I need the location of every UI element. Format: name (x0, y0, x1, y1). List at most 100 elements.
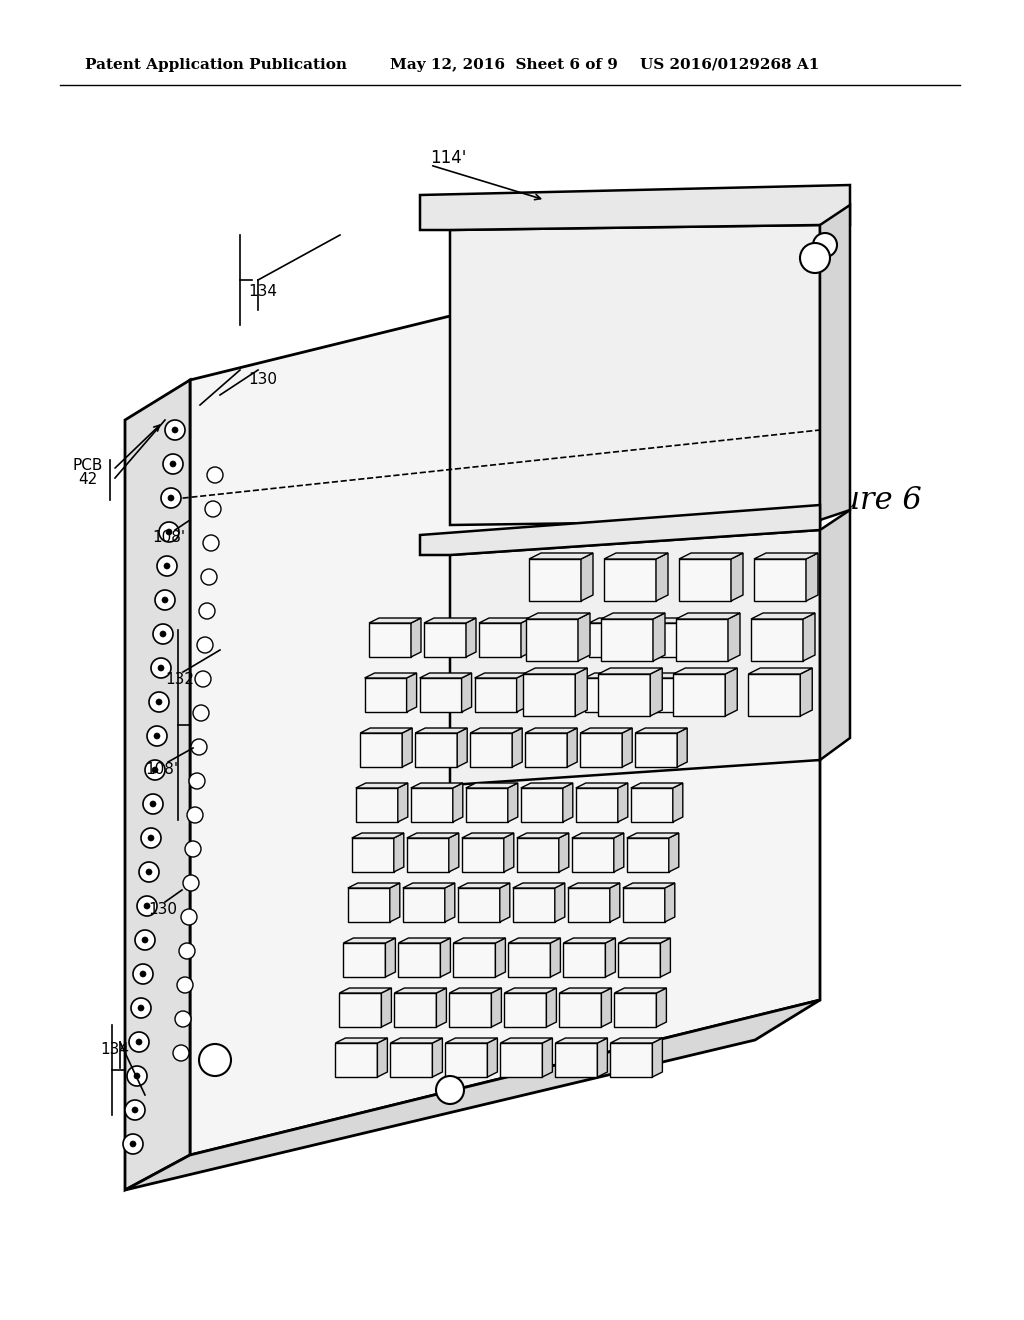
Polygon shape (526, 619, 578, 661)
Polygon shape (610, 1038, 663, 1043)
Polygon shape (597, 1038, 607, 1077)
Polygon shape (411, 783, 463, 788)
Polygon shape (453, 783, 463, 822)
Text: May 12, 2016  Sheet 6 of 9: May 12, 2016 Sheet 6 of 9 (390, 58, 617, 73)
Polygon shape (407, 838, 449, 873)
Circle shape (207, 467, 223, 483)
Polygon shape (343, 942, 385, 977)
Polygon shape (487, 1038, 498, 1077)
Polygon shape (656, 987, 667, 1027)
Polygon shape (424, 623, 466, 657)
Polygon shape (631, 618, 641, 657)
Circle shape (161, 488, 181, 508)
Polygon shape (610, 1043, 652, 1077)
Polygon shape (394, 833, 403, 873)
Polygon shape (614, 987, 667, 993)
Polygon shape (604, 558, 656, 601)
Polygon shape (466, 618, 476, 657)
Polygon shape (673, 783, 683, 822)
Polygon shape (604, 553, 668, 558)
Circle shape (177, 977, 193, 993)
Polygon shape (567, 888, 610, 921)
Text: US 2016/0129268 A1: US 2016/0129268 A1 (640, 58, 819, 73)
Text: 134: 134 (248, 285, 278, 300)
Polygon shape (534, 618, 586, 623)
Polygon shape (731, 553, 743, 601)
Circle shape (136, 1039, 142, 1045)
Polygon shape (402, 729, 413, 767)
Polygon shape (339, 987, 391, 993)
Polygon shape (474, 678, 516, 711)
Polygon shape (462, 838, 504, 873)
Circle shape (132, 1107, 138, 1113)
Polygon shape (567, 729, 578, 767)
Polygon shape (563, 783, 572, 822)
Polygon shape (348, 883, 399, 888)
Circle shape (159, 521, 179, 543)
Polygon shape (365, 673, 417, 678)
Polygon shape (529, 673, 582, 678)
Circle shape (813, 234, 837, 257)
Circle shape (125, 1100, 145, 1119)
Polygon shape (415, 729, 467, 733)
Circle shape (150, 801, 156, 807)
Polygon shape (479, 623, 521, 657)
Polygon shape (589, 618, 641, 623)
Polygon shape (360, 729, 413, 733)
Circle shape (145, 760, 165, 780)
Text: 130: 130 (148, 903, 177, 917)
Circle shape (172, 426, 178, 433)
Polygon shape (450, 531, 820, 785)
Polygon shape (543, 1038, 552, 1077)
Circle shape (140, 972, 146, 977)
Circle shape (153, 624, 173, 644)
Circle shape (143, 795, 163, 814)
Circle shape (163, 454, 183, 474)
Circle shape (156, 700, 162, 705)
Polygon shape (610, 883, 620, 921)
Circle shape (127, 1067, 147, 1086)
Polygon shape (454, 939, 506, 942)
Polygon shape (449, 833, 459, 873)
Polygon shape (394, 993, 436, 1027)
Polygon shape (381, 987, 391, 1027)
Polygon shape (398, 942, 440, 977)
Polygon shape (800, 668, 812, 715)
Polygon shape (450, 993, 492, 1027)
Polygon shape (613, 833, 624, 873)
Polygon shape (125, 380, 190, 1191)
Polygon shape (571, 833, 624, 838)
Polygon shape (420, 673, 472, 678)
Polygon shape (627, 833, 679, 838)
Polygon shape (644, 618, 696, 623)
Polygon shape (339, 993, 381, 1027)
Circle shape (165, 420, 185, 440)
Polygon shape (397, 783, 408, 822)
Polygon shape (728, 612, 740, 661)
Polygon shape (563, 942, 605, 977)
Polygon shape (525, 733, 567, 767)
Polygon shape (457, 729, 467, 767)
Polygon shape (640, 673, 691, 678)
Circle shape (151, 657, 171, 678)
Polygon shape (635, 733, 677, 767)
Polygon shape (581, 733, 623, 767)
Text: Figure 6: Figure 6 (790, 484, 922, 516)
Circle shape (148, 836, 154, 841)
Polygon shape (725, 668, 737, 715)
Polygon shape (585, 673, 637, 678)
Polygon shape (360, 733, 402, 767)
Polygon shape (378, 1038, 387, 1077)
Polygon shape (679, 558, 731, 601)
Polygon shape (529, 678, 571, 711)
Circle shape (150, 692, 169, 711)
Polygon shape (496, 939, 506, 977)
Polygon shape (445, 1043, 487, 1077)
Polygon shape (466, 783, 518, 788)
Polygon shape (673, 675, 725, 715)
Polygon shape (125, 1001, 820, 1191)
Polygon shape (749, 668, 812, 675)
Polygon shape (454, 942, 496, 977)
Polygon shape (508, 939, 560, 942)
Polygon shape (407, 833, 459, 838)
